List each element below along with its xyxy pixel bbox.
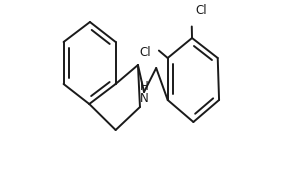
Text: Cl: Cl <box>139 46 151 59</box>
Text: H
N: H N <box>140 79 149 104</box>
Text: Cl: Cl <box>196 3 207 17</box>
